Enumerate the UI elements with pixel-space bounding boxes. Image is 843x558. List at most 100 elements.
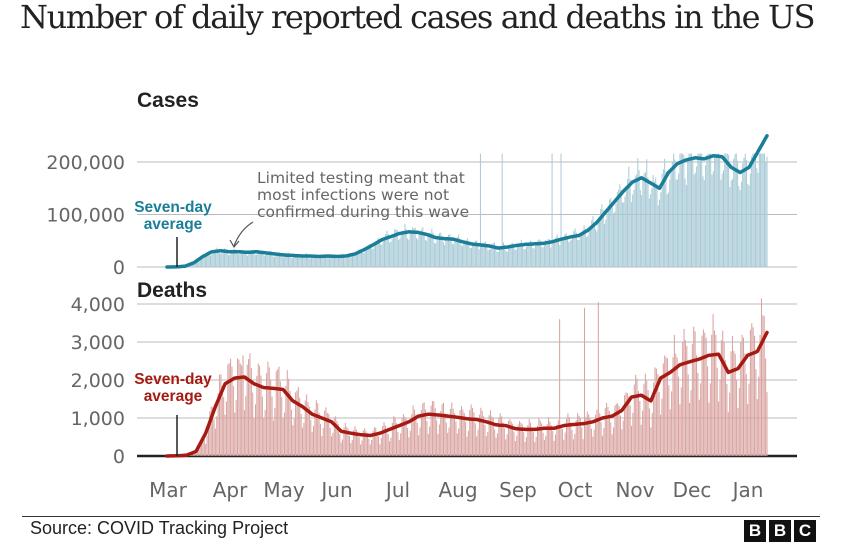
- cases-daily-bar: [564, 234, 566, 267]
- deaths-ytick-label: 0: [113, 446, 125, 468]
- cases-daily-bar: [628, 166, 630, 267]
- cases-daily-bar: [378, 238, 380, 267]
- cases-daily-bar: [680, 153, 682, 267]
- deaths-daily-bar: [346, 426, 348, 456]
- deaths-daily-bar: [673, 335, 675, 456]
- deaths-daily-bar: [539, 420, 541, 456]
- deaths-daily-bar: [325, 407, 327, 456]
- deaths-daily-bar: [760, 298, 762, 456]
- cases-daily-bar: [407, 238, 409, 267]
- cases-daily-bar: [266, 254, 268, 267]
- cases-daily-bar: [252, 249, 254, 267]
- deaths-daily-bar: [368, 438, 370, 456]
- cases-daily-bar: [753, 153, 755, 267]
- deaths-daily-bar: [593, 429, 595, 456]
- cases-daily-bar: [426, 240, 428, 267]
- cases-daily-bar: [763, 153, 765, 267]
- cases-daily-bar: [422, 227, 424, 267]
- cases-daily-bar: [396, 230, 398, 267]
- cases-daily-bar: [538, 239, 540, 267]
- deaths-daily-bar: [726, 384, 728, 456]
- cases-daily-bar: [536, 243, 538, 267]
- deaths-daily-bar: [619, 415, 621, 456]
- cases-daily-bar: [267, 253, 269, 267]
- cases-daily-bar: [280, 253, 282, 267]
- deaths-daily-bar: [225, 401, 227, 456]
- deaths-daily-bar: [581, 427, 583, 456]
- cases-daily-bar: [734, 153, 736, 267]
- cases-daily-bar: [339, 255, 341, 267]
- deaths-average-line: [165, 330, 769, 458]
- cases-daily-bar: [327, 258, 329, 267]
- cases-daily-bar: [432, 232, 434, 267]
- cases-daily-bar: [412, 227, 414, 267]
- cases-daily-bar: [647, 177, 649, 267]
- cases-daily-bar: [566, 236, 568, 267]
- cases-daily-bar: [268, 251, 270, 267]
- cases-daily-bar: [355, 253, 357, 267]
- deaths-daily-bar: [506, 434, 508, 456]
- deaths-daily-bar: [220, 374, 222, 456]
- deaths-daily-bar: [689, 402, 691, 456]
- cases-daily-bar: [720, 179, 722, 267]
- cases-daily-bar: [752, 153, 754, 267]
- cases-daily-bar: [694, 172, 696, 267]
- cases-daily-bar: [494, 242, 496, 267]
- cases-daily-bar: [710, 153, 712, 267]
- deaths-daily-bar: [411, 414, 413, 456]
- deaths-daily-bar: [749, 329, 751, 456]
- deaths-daily-bar: [722, 330, 724, 456]
- deaths-daily-bar: [582, 439, 584, 456]
- deaths-daily-bar: [712, 314, 714, 456]
- cases-daily-bar: [697, 153, 699, 267]
- cases-daily-bar: [192, 263, 194, 267]
- deaths-daily-bar: [747, 403, 749, 456]
- deaths-daily-bar: [379, 444, 381, 456]
- cases-daily-bar: [685, 184, 687, 267]
- deaths-daily-bar: [590, 428, 592, 456]
- cases-daily-bar: [477, 244, 479, 267]
- deaths-daily-bar: [289, 391, 291, 456]
- deaths-daily-bar: [228, 363, 230, 456]
- cases-daily-bar: [656, 184, 658, 267]
- cases-daily-bar: [607, 205, 609, 267]
- deaths-daily-bar: [369, 444, 371, 456]
- cases-daily-bar: [460, 245, 462, 267]
- cases-daily-bar: [392, 234, 394, 267]
- cases-daily-bar: [491, 244, 493, 267]
- cases-daily-bar: [398, 239, 400, 267]
- cases-daily-bar: [625, 185, 627, 267]
- cases-daily-bar: [549, 239, 551, 267]
- cases-daily-bar: [367, 245, 369, 267]
- cases-daily-bar: [689, 153, 691, 267]
- cases-daily-bar: [698, 153, 700, 267]
- deaths-daily-bar: [214, 428, 216, 456]
- cases-daily-bar: [279, 252, 281, 267]
- deaths-daily-bar: [217, 393, 219, 456]
- cases-daily-bar: [602, 210, 604, 267]
- cases-daily-bar: [533, 248, 535, 267]
- cases-daily-bar: [506, 251, 508, 267]
- cases-daily-bar: [462, 246, 464, 267]
- deaths-daily-bar: [256, 375, 258, 456]
- deaths-daily-bar: [730, 351, 732, 456]
- deaths-daily-bar: [646, 380, 648, 456]
- cases-daily-bar: [634, 176, 636, 267]
- deaths-daily-bar: [472, 407, 474, 456]
- cases-daily-bar: [678, 173, 680, 267]
- cases-daily-bar: [453, 244, 455, 267]
- cases-daily-bar: [643, 173, 645, 267]
- deaths-daily-bar: [509, 419, 511, 456]
- cases-daily-bar: [207, 251, 209, 267]
- cases-daily-bar: [222, 249, 224, 267]
- cases-daily-bar: [286, 253, 288, 267]
- deaths-daily-bar: [554, 434, 556, 456]
- cases-daily-bar: [285, 254, 287, 267]
- cases-daily-bar: [652, 175, 654, 267]
- cases-daily-bar: [719, 156, 721, 267]
- deaths-daily-bar: [542, 432, 544, 456]
- deaths-daily-bar: [281, 397, 283, 456]
- cases-daily-bar: [350, 253, 352, 267]
- cases-daily-bar: [394, 229, 396, 267]
- deaths-daily-bar: [617, 403, 619, 456]
